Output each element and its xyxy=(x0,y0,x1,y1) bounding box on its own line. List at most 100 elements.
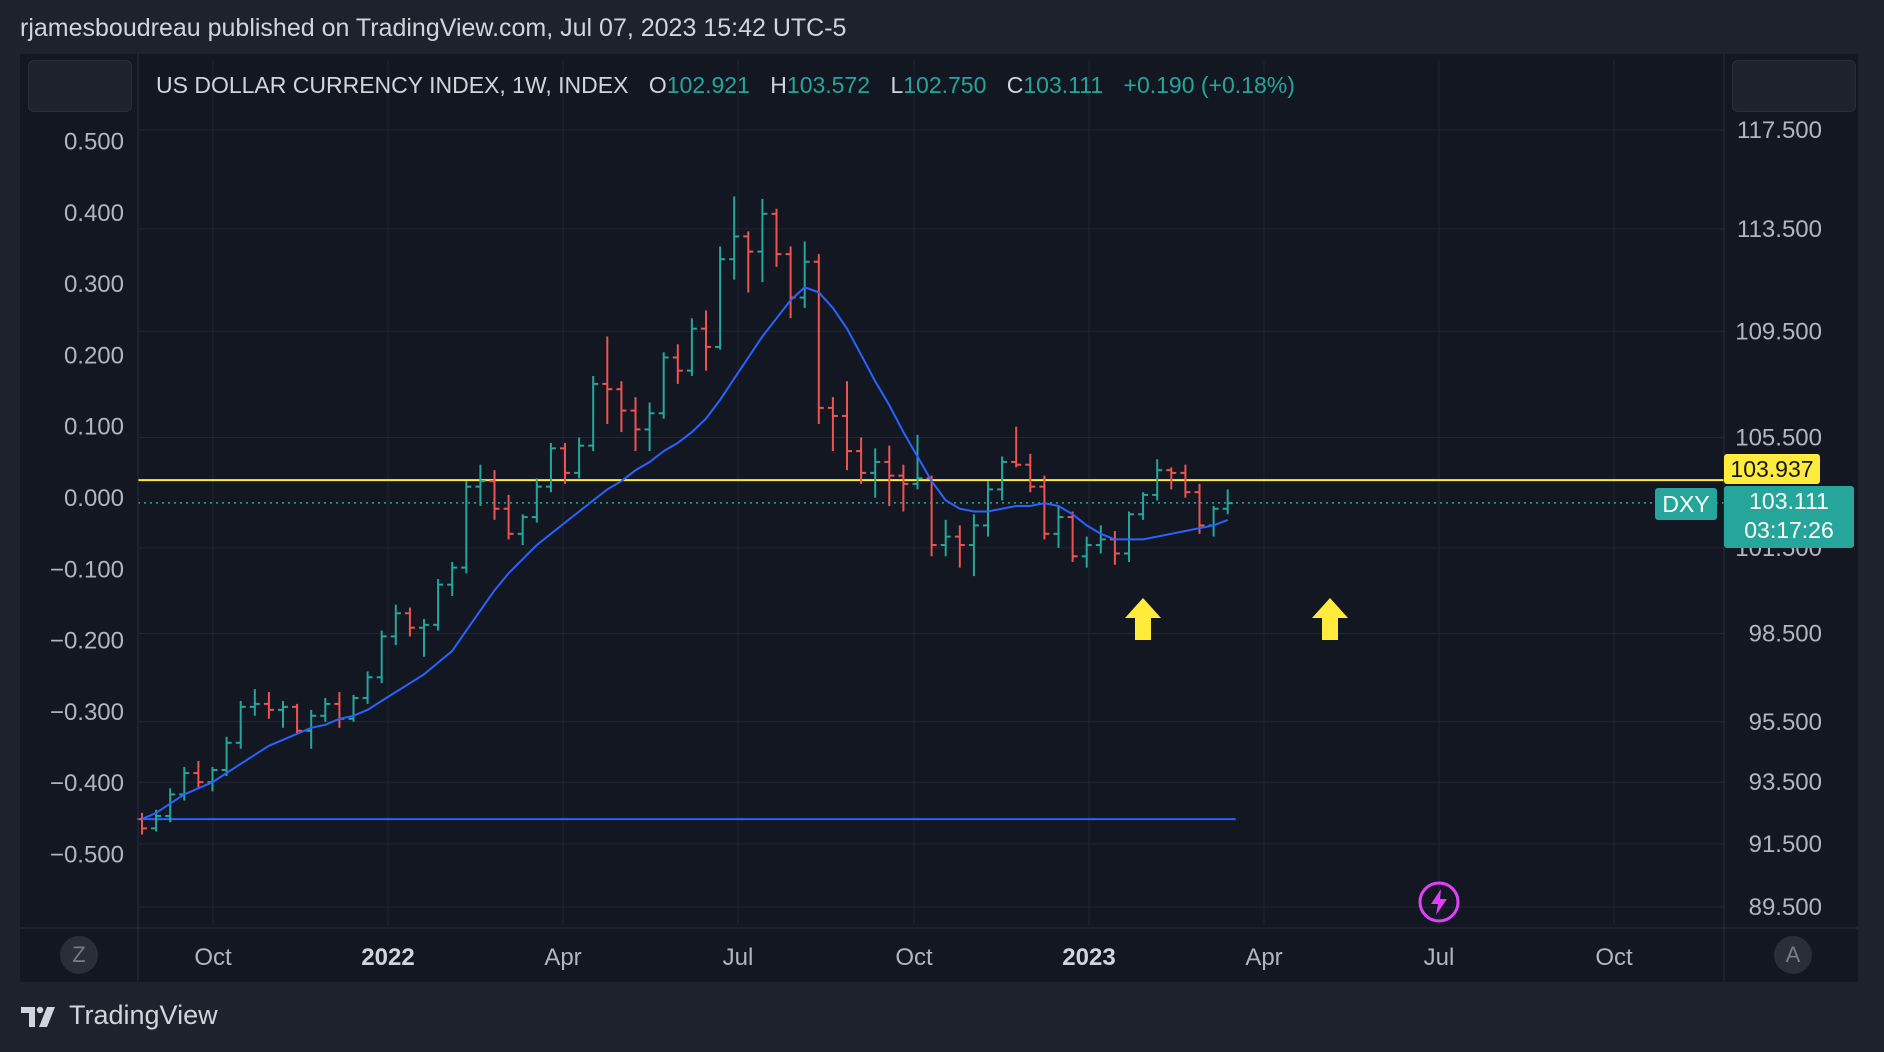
legend-open-label: O xyxy=(648,72,667,98)
legend-symbol: US DOLLAR CURRENCY INDEX, 1W, INDEX xyxy=(156,72,629,98)
left-axis-tick-label: 0.100 xyxy=(64,414,124,441)
ohlc-bar xyxy=(390,604,401,646)
ohlc-bar xyxy=(686,318,697,376)
ohlc-bar xyxy=(306,709,317,749)
ohlc-bar xyxy=(165,788,176,823)
ohlc-bar xyxy=(292,703,303,734)
up-arrow-icon xyxy=(1312,598,1348,640)
symbol-tag: DXY xyxy=(1655,488,1717,520)
ohlc-bar xyxy=(1011,426,1022,468)
published-header: rjamesboudreau published on TradingView.… xyxy=(20,14,847,42)
ohlc-bar xyxy=(672,344,683,384)
ohlc-bar xyxy=(616,381,627,433)
ohlc-bar xyxy=(715,246,726,350)
auto-scale-button[interactable]: A xyxy=(1774,936,1812,974)
ohlc-bar xyxy=(954,525,965,568)
ohlc-bar xyxy=(1039,475,1050,540)
right-axis-tick-label: 98.500 xyxy=(1749,620,1822,647)
ohlc-bar xyxy=(1208,505,1219,537)
ohlc-bar xyxy=(278,700,288,728)
ohlc-bar xyxy=(785,246,796,319)
ohlc-bar xyxy=(926,475,937,557)
ohlc-bar xyxy=(433,578,444,631)
ohlc-bar xyxy=(1081,536,1092,568)
ohlc-bar xyxy=(348,695,359,722)
ohlc-bar xyxy=(898,464,909,512)
ohlc-bar xyxy=(376,630,387,684)
left-axis-tick-label: 0.300 xyxy=(64,271,124,298)
time-axis-tick-label: Oct xyxy=(194,944,232,971)
ohlc-bar xyxy=(940,519,951,557)
left-axis-tick-label: −0.100 xyxy=(50,556,124,583)
ohlc-bar xyxy=(1025,453,1036,493)
ohlc-bar xyxy=(1166,467,1177,490)
tradingview-logo-icon xyxy=(21,1006,55,1027)
left-axis-tick-label: 0.000 xyxy=(64,485,124,512)
ohlc-bar xyxy=(193,760,204,789)
ohlc-bar xyxy=(574,437,585,479)
footer-brand-name: TradingView xyxy=(69,1000,218,1030)
lightning-icon[interactable] xyxy=(1417,880,1461,924)
chart-legend: US DOLLAR CURRENCY INDEX, 1W, INDEX O102… xyxy=(156,72,1295,99)
ohlc-bar xyxy=(968,514,979,577)
ohlc-bar xyxy=(870,448,881,498)
ohlc-bar xyxy=(334,692,345,728)
ohlc-bar xyxy=(757,198,768,283)
ohlc-bar xyxy=(221,736,232,777)
left-top-panel-button[interactable] xyxy=(28,60,132,112)
ohlc-bar xyxy=(743,231,754,293)
ohlc-bar xyxy=(813,254,824,425)
ohlc-bar xyxy=(630,397,641,452)
ohlc-bar xyxy=(842,381,852,471)
ohlc-bar xyxy=(545,442,556,493)
left-scale-button[interactable]: Z xyxy=(60,936,98,974)
candles xyxy=(137,196,1233,835)
ohlc-bar xyxy=(729,196,740,280)
right-axis-tick-label: 89.500 xyxy=(1749,894,1822,921)
chart-frame xyxy=(20,54,1858,982)
right-top-panel-button[interactable] xyxy=(1732,60,1856,112)
grid xyxy=(138,60,1724,925)
legend-change: +0.190 (+0.18%) xyxy=(1123,72,1295,98)
right-axis-tick-label: 117.500 xyxy=(1737,117,1822,144)
ohlc-bar xyxy=(1194,483,1205,534)
right-axis-tick-label: 93.500 xyxy=(1749,769,1822,796)
last-price-badge: 103.111 03:17:26 xyxy=(1724,486,1854,548)
ohlc-bar xyxy=(362,671,373,704)
right-axis-tick-label: 105.500 xyxy=(1735,425,1822,452)
ohlc-bar xyxy=(912,434,923,490)
ohlc-bar xyxy=(997,456,1008,501)
footer-brand: TradingView xyxy=(20,1000,218,1031)
time-axis-tick-label: Oct xyxy=(895,944,933,971)
ohlc-bar xyxy=(1124,511,1134,562)
up-arrow-icon xyxy=(1125,598,1161,640)
legend-close-value: 103.111 xyxy=(1023,72,1104,98)
left-axis-tick-label: 0.200 xyxy=(64,342,124,369)
legend-low-label: L xyxy=(890,72,904,98)
time-axis-tick-label: Oct xyxy=(1595,944,1633,971)
right-axis-tick-label: 91.500 xyxy=(1749,831,1822,858)
legend-open-value: 102.921 xyxy=(666,72,750,98)
ohlc-bar xyxy=(1095,525,1106,554)
ohlc-bar xyxy=(1222,489,1233,515)
time-axis-tick-label: Jul xyxy=(723,944,754,971)
level-price-badge: 103.937 xyxy=(1724,454,1820,484)
ohlc-bar xyxy=(447,561,458,597)
annotations xyxy=(1125,598,1348,640)
left-axis-tick-label: −0.400 xyxy=(50,770,124,797)
bar-countdown: 03:17:26 xyxy=(1744,517,1834,543)
ohlc-bar xyxy=(827,397,838,452)
legend-low-value: 102.750 xyxy=(903,72,987,98)
right-axis-tick-label: 109.500 xyxy=(1735,318,1822,345)
ohlc-bar xyxy=(1138,492,1149,520)
ohlc-bar xyxy=(503,494,514,540)
ohlc-bar xyxy=(1067,511,1078,562)
ohlc-bar xyxy=(320,697,331,722)
ohlc-bar xyxy=(404,607,415,637)
ohlc-bar xyxy=(701,310,711,371)
ohlc-bar xyxy=(475,464,486,506)
ohlc-bar xyxy=(249,689,260,716)
legend-high-label: H xyxy=(770,72,787,98)
ohlc-bar xyxy=(658,352,669,419)
